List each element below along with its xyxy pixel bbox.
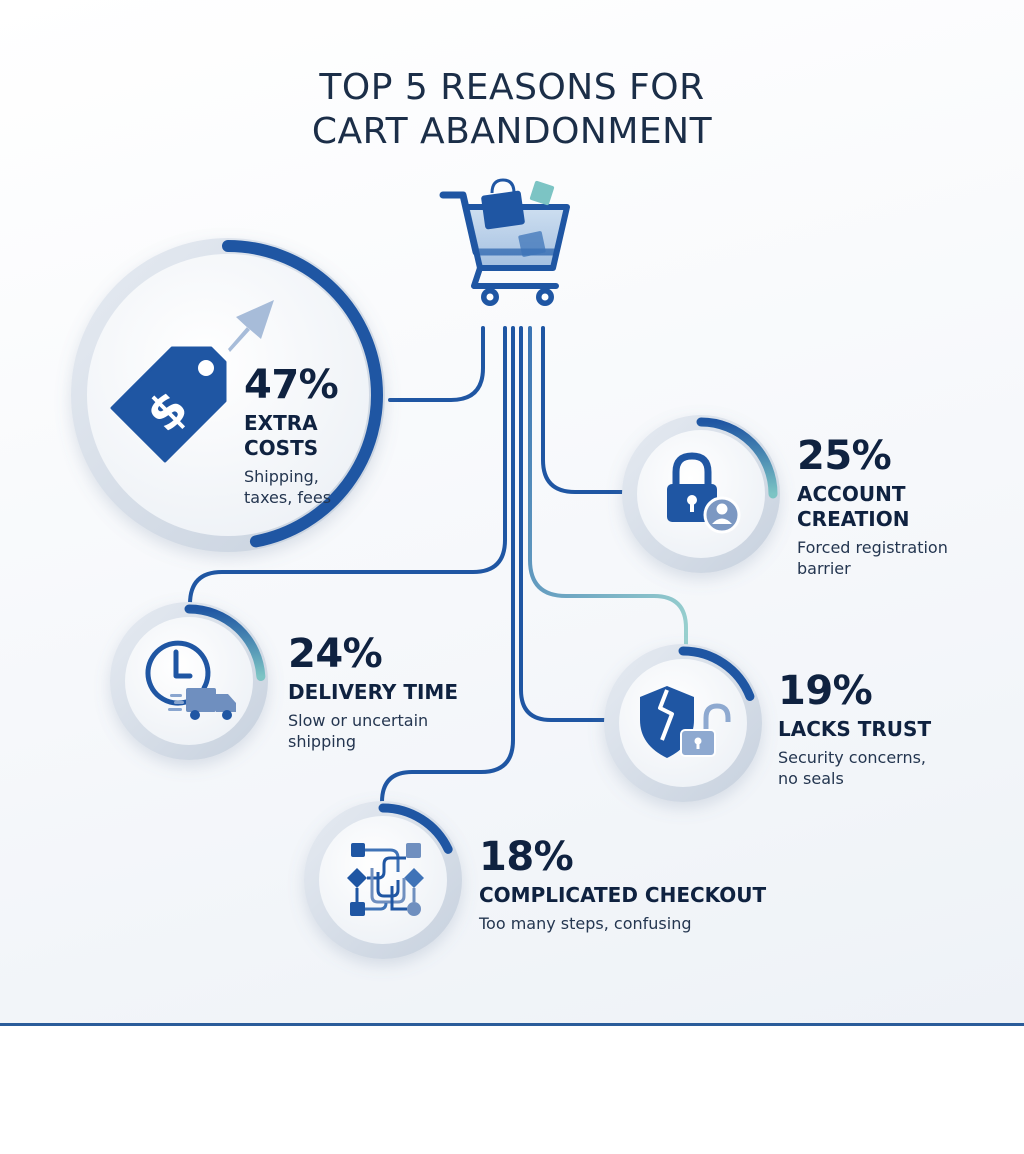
connector-lacks-trust bbox=[519, 326, 610, 722]
progress-arc-extra-costs bbox=[222, 240, 383, 548]
desc-delivery-time: Slow or uncertain shipping bbox=[288, 710, 458, 752]
desc-delivery-time-line-1: Slow or uncertain bbox=[288, 711, 429, 730]
desc-delivery-time-line-2: shipping bbox=[288, 732, 356, 751]
clock-delivery-truck-icon bbox=[145, 640, 236, 720]
desc-complicated-checkout-line-1: Too many steps, confusing bbox=[479, 914, 692, 933]
heading-extra-costs-line-1: EXTRA bbox=[244, 411, 318, 435]
heading-account-creation-line-2: CREATION bbox=[797, 507, 910, 531]
desc-complicated-checkout: Too many steps, confusing bbox=[479, 913, 766, 934]
heading-complicated-checkout: COMPLICATED CHECKOUT bbox=[479, 883, 766, 908]
label-lacks-trust: 19% LACKS TRUST Security concerns, no se… bbox=[778, 669, 931, 789]
percent-lacks-trust: 19% bbox=[778, 668, 873, 714]
heading-lacks-trust-line-1: LACKS TRUST bbox=[778, 717, 932, 741]
desc-account-creation: Forced registration barrier bbox=[797, 537, 948, 579]
desc-extra-costs-line-2: taxes, fees bbox=[244, 488, 332, 507]
progress-arc-delivery-time bbox=[184, 604, 266, 681]
node-account-creation bbox=[622, 415, 780, 573]
title-line-2: CART ABANDONMENT bbox=[311, 111, 713, 152]
desc-account-creation-line-1: Forced registration bbox=[797, 538, 948, 557]
progress-arc-account-creation bbox=[696, 417, 778, 499]
heading-delivery-time: DELIVERY TIME bbox=[288, 680, 458, 705]
progress-arc-lacks-trust bbox=[678, 646, 755, 701]
desc-extra-costs-line-1: Shipping, bbox=[244, 467, 319, 486]
desc-lacks-trust: Security concerns, no seals bbox=[778, 747, 931, 789]
infographic-title: TOP 5 REASONS FOR CART ABANDONMENT bbox=[0, 66, 1024, 154]
label-account-creation: 25% ACCOUNT CREATION Forced registration… bbox=[797, 434, 948, 579]
percent-complicated-checkout: 18% bbox=[479, 834, 574, 880]
heading-extra-costs: EXTRA COSTS bbox=[244, 411, 338, 461]
node-delivery-time bbox=[110, 602, 268, 760]
label-delivery-time: 24% DELIVERY TIME Slow or uncertain ship… bbox=[288, 632, 458, 752]
progress-arc-complicated-checkout bbox=[378, 803, 453, 854]
percent-extra-costs: 47% bbox=[244, 362, 339, 408]
desc-account-creation-line-2: barrier bbox=[797, 559, 851, 578]
connector-lacks-trust-teal bbox=[528, 326, 688, 650]
node-complicated-checkout bbox=[304, 801, 462, 959]
heading-delivery-time-line-1: DELIVERY TIME bbox=[288, 680, 458, 704]
connector-delivery-time bbox=[188, 326, 507, 606]
percent-delivery-time: 24% bbox=[288, 631, 383, 677]
heading-complicated-checkout-line-1: COMPLICATED CHECKOUT bbox=[479, 883, 767, 907]
heading-account-creation: ACCOUNT CREATION bbox=[797, 482, 948, 532]
heading-extra-costs-line-2: COSTS bbox=[244, 436, 319, 460]
desc-extra-costs: Shipping, taxes, fees bbox=[244, 466, 338, 508]
label-complicated-checkout: 18% COMPLICATED CHECKOUT Too many steps,… bbox=[479, 835, 766, 934]
label-extra-costs: 47% EXTRA COSTS Shipping, taxes, fees bbox=[244, 362, 339, 508]
tangled-flowchart-icon bbox=[347, 843, 424, 916]
connector-lines bbox=[188, 326, 688, 804]
title-line-1: TOP 5 REASONS FOR bbox=[319, 67, 705, 108]
padlock-user-icon bbox=[667, 452, 741, 534]
node-lacks-trust bbox=[604, 644, 762, 802]
node-extra-costs: $ bbox=[71, 238, 385, 552]
bottom-rule bbox=[0, 1023, 1024, 1026]
broken-shield-unlocked-padlock-icon bbox=[640, 686, 731, 758]
shopping-cart-icon bbox=[439, 178, 570, 306]
desc-lacks-trust-line-1: Security concerns, bbox=[778, 748, 927, 767]
heading-account-creation-line-1: ACCOUNT bbox=[797, 482, 906, 506]
price-tag-dollar-icon: $ bbox=[110, 300, 274, 463]
connector-account-creation bbox=[541, 326, 628, 494]
connector-extra-costs bbox=[388, 326, 485, 402]
connector-complicated-checkout bbox=[380, 326, 515, 804]
desc-lacks-trust-line-2: no seals bbox=[778, 769, 844, 788]
percent-account-creation: 25% bbox=[797, 433, 892, 479]
heading-lacks-trust: LACKS TRUST bbox=[778, 717, 931, 742]
